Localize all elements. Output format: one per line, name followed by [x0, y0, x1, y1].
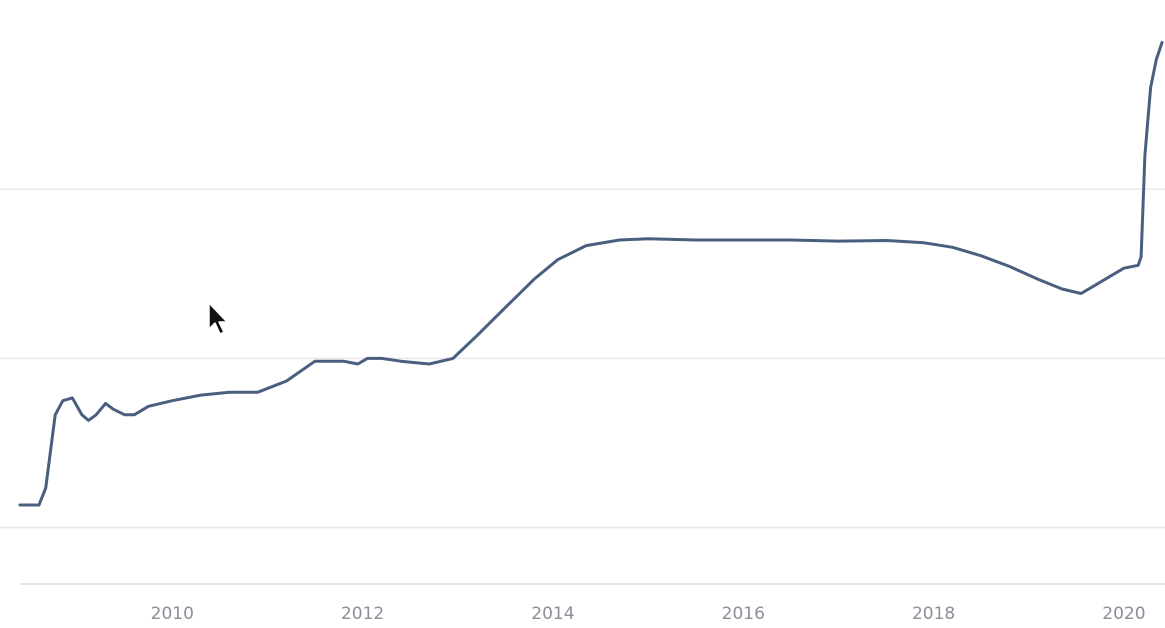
x-axis: 2010 2012 2014 2016 2018 2020: [20, 583, 1165, 624]
x-tick-label: 2018: [912, 604, 955, 624]
x-tick-label: 2016: [722, 604, 765, 624]
x-tick-label: 2010: [151, 604, 194, 624]
series-line-1: [18, 41, 1164, 507]
x-tick-label: 2014: [531, 604, 574, 624]
mouse-pointer-icon: [208, 302, 228, 335]
x-tick-label: 2012: [341, 604, 384, 624]
gridlines: [0, 188, 1165, 529]
x-tick-label: 2020: [1102, 604, 1145, 624]
series-layer: [18, 41, 1164, 507]
